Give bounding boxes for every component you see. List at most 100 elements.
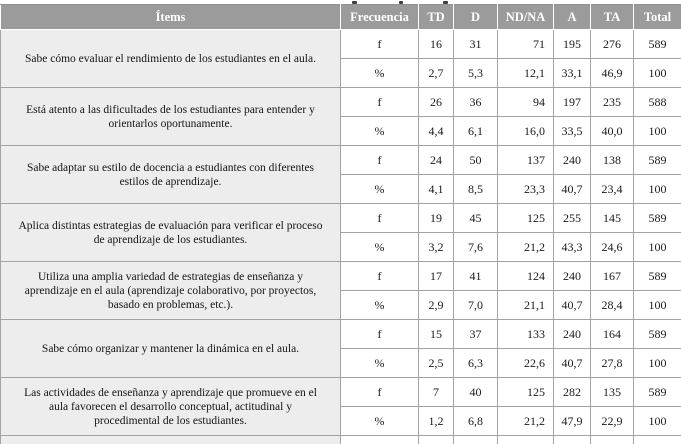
item-text: Está atento a las dificultades de los es…: [0, 87, 341, 146]
value-cell: 4,1: [418, 174, 454, 204]
item-row-f: Aplica distintas estrategias de evaluaci…: [0, 203, 681, 262]
value-cell: 145: [590, 203, 634, 233]
item-text: Sabe cómo evaluar el rendimiento de los …: [0, 29, 341, 88]
item-row-f: Usa los resultados de la evaluación para…: [0, 435, 681, 444]
value-cell: 2,9: [418, 290, 454, 320]
col-header-total: Total: [633, 4, 681, 30]
frequency-label-pct: %: [340, 116, 419, 146]
value-cell: 164: [590, 319, 634, 349]
value-cell: 15: [418, 435, 454, 444]
value-cell: 195: [553, 29, 591, 59]
value-cell: 124: [497, 261, 554, 291]
col-header-ndna: ND/NA: [497, 4, 554, 30]
value-cell: 3,2: [418, 232, 454, 262]
value-cell: 240: [553, 145, 591, 175]
item-row-f: Las actividades de enseñanza y aprendiza…: [0, 377, 681, 436]
col-header-a: A: [553, 4, 591, 30]
frequency-label-pct: %: [340, 406, 419, 436]
value-cell: 16: [418, 29, 454, 59]
item-text: Utiliza una amplia variedad de estrategi…: [0, 261, 341, 320]
value-cell: 27,8: [590, 348, 634, 378]
frequency-table: Ítems Frecuencia TD D ND/NA A TA Total S…: [0, 4, 681, 444]
frequency-label-f: f: [340, 87, 419, 117]
frequency-label-f: f: [340, 261, 419, 291]
value-cell: 4,4: [418, 116, 454, 146]
value-cell: 276: [590, 29, 634, 59]
frequency-label-pct: %: [340, 174, 419, 204]
value-cell: 2,7: [418, 58, 454, 88]
frequency-label-pct: %: [340, 290, 419, 320]
value-cell: 282: [553, 377, 591, 407]
value-cell: 40,0: [590, 116, 634, 146]
item-row-pct: % 2,7 5,3 12,1 33,1 46,9 100: [1, 58, 681, 88]
value-cell: 50: [453, 145, 498, 175]
value-cell: 138: [590, 145, 634, 175]
value-cell: 8,5: [453, 174, 498, 204]
value-cell: 43,3: [553, 232, 591, 262]
value-cell: 47,9: [553, 406, 591, 436]
frequency-label-pct: %: [340, 232, 419, 262]
value-cell: 100: [633, 58, 681, 88]
item-text: Sabe cómo organizar y mantener la dinámi…: [0, 319, 341, 378]
value-cell: 7: [418, 377, 454, 407]
item-row-f: Sabe adaptar su estilo de docencia a est…: [0, 145, 681, 204]
value-cell: 125: [497, 377, 554, 407]
value-cell: 5,3: [453, 58, 498, 88]
value-cell: 24: [418, 145, 454, 175]
frequency-label-pct: %: [340, 348, 419, 378]
frequency-label-f: f: [340, 319, 419, 349]
item-row-f: Está atento a las dificultades de los es…: [0, 87, 681, 146]
value-cell: 19: [418, 203, 454, 233]
value-cell: 589: [633, 319, 681, 349]
value-cell: 246: [553, 435, 591, 444]
value-cell: 7,0: [453, 290, 498, 320]
col-header-d: D: [453, 4, 498, 30]
value-cell: 36: [453, 87, 498, 117]
col-header-td: TD: [418, 4, 454, 30]
value-cell: 21,2: [497, 406, 554, 436]
value-cell: 26: [418, 87, 454, 117]
item-row-pct: % 2,9 7,0 21,1 40,7 28,4 100: [1, 290, 681, 320]
value-cell: 589: [633, 377, 681, 407]
value-cell: 40: [453, 377, 498, 407]
value-cell: 15: [418, 319, 454, 349]
value-cell: 12,1: [497, 58, 554, 88]
value-cell: 255: [553, 203, 591, 233]
value-cell: 38: [453, 435, 498, 444]
item-text: Aplica distintas estrategias de evaluaci…: [0, 203, 341, 262]
value-cell: 197: [553, 87, 591, 117]
value-cell: 135: [590, 377, 634, 407]
frequency-label-f: f: [340, 377, 419, 407]
item-row-pct: % 3,2 7,6 21,2 43,3 24,6 100: [1, 232, 681, 262]
value-cell: 45: [453, 203, 498, 233]
value-cell: 40,7: [553, 174, 591, 204]
value-cell: 100: [633, 406, 681, 436]
value-cell: 23,3: [497, 174, 554, 204]
cropped-caption-fragment: [0, 0, 681, 4]
value-cell: 100: [633, 348, 681, 378]
frequency-label-f: f: [340, 145, 419, 175]
value-cell: 31: [453, 29, 498, 59]
value-cell: 21,1: [497, 290, 554, 320]
value-cell: 16,0: [497, 116, 554, 146]
col-header-ta: TA: [590, 4, 634, 30]
value-cell: 133: [497, 319, 554, 349]
frequency-label-pct: %: [340, 58, 419, 88]
header-row: Ítems Frecuencia TD D ND/NA A TA Total: [0, 4, 681, 30]
value-cell: 22,6: [497, 348, 554, 378]
value-cell: 2,5: [418, 348, 454, 378]
value-cell: 589: [633, 261, 681, 291]
value-cell: 24,6: [590, 232, 634, 262]
col-header-frecuencia: Frecuencia: [340, 4, 419, 30]
table-body: Sabe cómo evaluar el rendimiento de los …: [0, 29, 681, 444]
frequency-label-f: f: [340, 435, 419, 444]
value-cell: 46,9: [590, 58, 634, 88]
value-cell: 589: [633, 435, 681, 444]
value-cell: 589: [633, 203, 681, 233]
value-cell: 240: [553, 261, 591, 291]
value-cell: 6,3: [453, 348, 498, 378]
value-cell: 41: [453, 261, 498, 291]
item-text: Usa los resultados de la evaluación para…: [0, 435, 341, 444]
col-header-items: Ítems: [0, 4, 341, 30]
